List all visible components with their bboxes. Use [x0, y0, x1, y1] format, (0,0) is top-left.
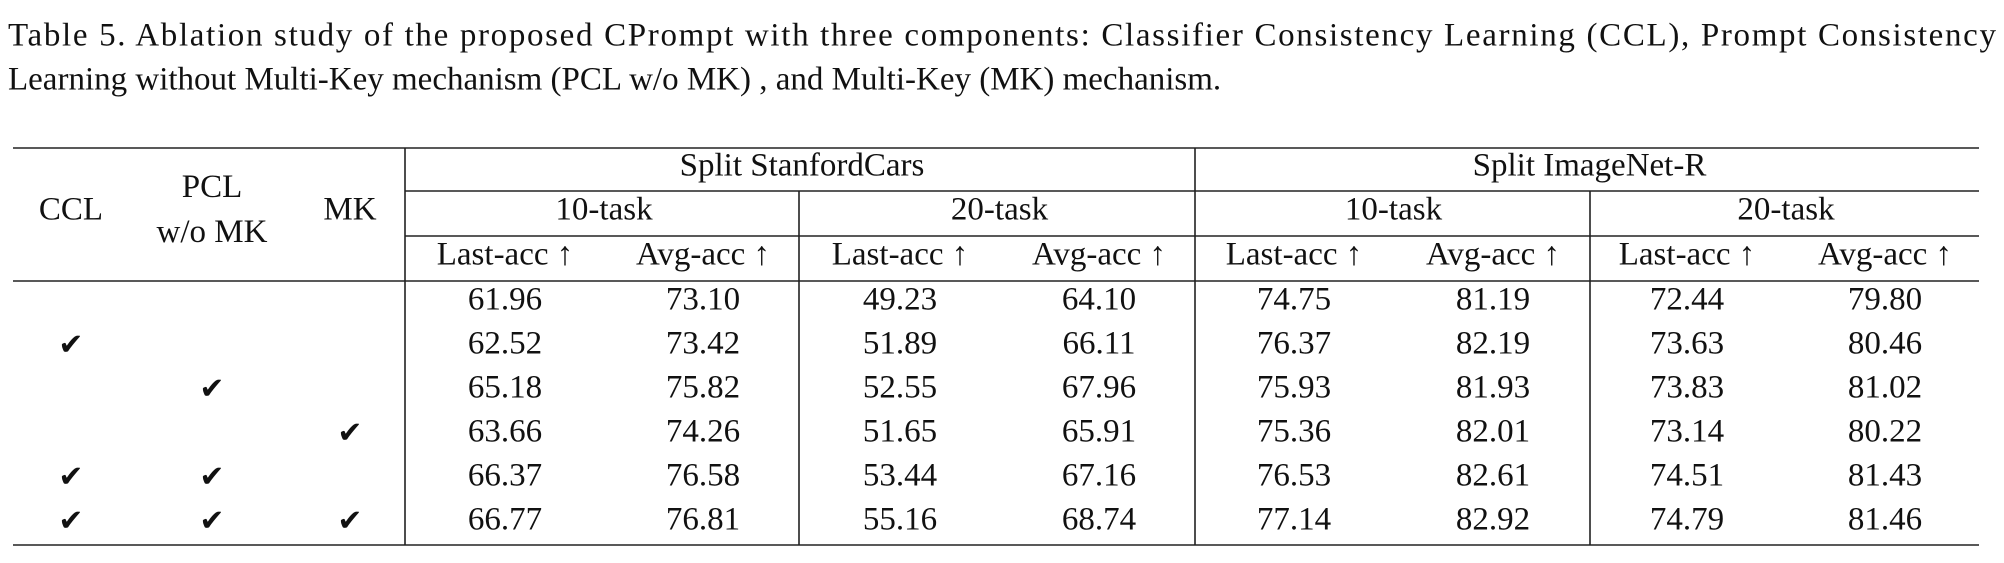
check-mark: ✔ — [58, 504, 83, 539]
cell-value: 74.79 — [1650, 502, 1724, 538]
cell-value: 66.77 — [468, 502, 542, 538]
row-header: PCL — [182, 169, 243, 205]
check-mark: ✔ — [337, 504, 362, 539]
cell-value: 67.96 — [1062, 370, 1136, 406]
cell-value: 79.80 — [1848, 282, 1922, 318]
cell-value: 53.44 — [863, 458, 937, 494]
cell-value: 76.81 — [666, 502, 740, 538]
cell-value: 65.91 — [1062, 414, 1136, 450]
cell-value: 76.53 — [1257, 458, 1331, 494]
caption-line: Learning without Multi-Key mechanism (PC… — [8, 62, 1221, 98]
metric-header: Last-acc ↑ — [437, 237, 574, 273]
check-mark: ✔ — [199, 372, 224, 407]
cell-value: 75.82 — [666, 370, 740, 406]
metric-header: Avg-acc ↑ — [1032, 237, 1166, 273]
cell-value: 82.92 — [1456, 502, 1530, 538]
metric-header: Avg-acc ↑ — [636, 237, 770, 273]
cell-value: 82.19 — [1456, 326, 1530, 362]
cell-value: 73.83 — [1650, 370, 1724, 406]
cell-value: 73.63 — [1650, 326, 1724, 362]
cell-value: 67.16 — [1062, 458, 1136, 494]
metric-header: Avg-acc ↑ — [1426, 237, 1560, 273]
cell-value: 68.74 — [1062, 502, 1136, 538]
cell-value: 74.26 — [666, 414, 740, 450]
metric-header: Last-acc ↑ — [1619, 237, 1756, 273]
caption-line: Table 5. Ablation study of the proposed … — [8, 18, 1997, 54]
cell-value: 77.14 — [1257, 502, 1331, 538]
group-header: Split ImageNet-R — [1473, 148, 1707, 184]
cell-value: 81.46 — [1848, 502, 1922, 538]
subgroup-header: 20-task — [951, 192, 1049, 228]
check-mark: ✔ — [58, 460, 83, 495]
cell-value: 66.11 — [1062, 326, 1135, 362]
row-header: MK — [323, 192, 376, 228]
metric-header: Last-acc ↑ — [1226, 237, 1363, 273]
cell-value: 72.44 — [1650, 282, 1724, 318]
check-mark: ✔ — [58, 328, 83, 363]
cell-value: 55.16 — [863, 502, 937, 538]
cell-value: 80.46 — [1848, 326, 1922, 362]
cell-value: 81.19 — [1456, 282, 1530, 318]
cell-value: 61.96 — [468, 282, 542, 318]
cell-value: 51.89 — [863, 326, 937, 362]
cell-value: 76.58 — [666, 458, 740, 494]
check-mark: ✔ — [337, 416, 362, 451]
cell-value: 81.93 — [1456, 370, 1530, 406]
cell-value: 49.23 — [863, 282, 937, 318]
cell-value: 65.18 — [468, 370, 542, 406]
cell-value: 82.61 — [1456, 458, 1530, 494]
cell-value: 66.37 — [468, 458, 542, 494]
cell-value: 52.55 — [863, 370, 937, 406]
metric-header: Avg-acc ↑ — [1818, 237, 1952, 273]
subgroup-header: 20-task — [1737, 192, 1835, 228]
row-header: CCL — [39, 192, 103, 228]
check-mark: ✔ — [199, 504, 224, 539]
metric-header: Last-acc ↑ — [832, 237, 969, 273]
cell-value: 73.42 — [666, 326, 740, 362]
group-header: Split StanfordCars — [680, 148, 925, 184]
check-mark: ✔ — [199, 460, 224, 495]
cell-value: 76.37 — [1257, 326, 1331, 362]
cell-value: 81.43 — [1848, 458, 1922, 494]
cell-value: 74.51 — [1650, 458, 1724, 494]
cell-value: 74.75 — [1257, 282, 1331, 318]
cell-value: 75.36 — [1257, 414, 1331, 450]
cell-value: 73.14 — [1650, 414, 1724, 450]
row-header: w/o MK — [157, 214, 268, 250]
cell-value: 75.93 — [1257, 370, 1331, 406]
cell-value: 63.66 — [468, 414, 542, 450]
cell-value: 82.01 — [1456, 414, 1530, 450]
cell-value: 64.10 — [1062, 282, 1136, 318]
cell-value: 62.52 — [468, 326, 542, 362]
cell-value: 80.22 — [1848, 414, 1922, 450]
cell-value: 73.10 — [666, 282, 740, 318]
subgroup-header: 10-task — [1345, 192, 1443, 228]
cell-value: 81.02 — [1848, 370, 1922, 406]
subgroup-header: 10-task — [555, 192, 653, 228]
cell-value: 51.65 — [863, 414, 937, 450]
